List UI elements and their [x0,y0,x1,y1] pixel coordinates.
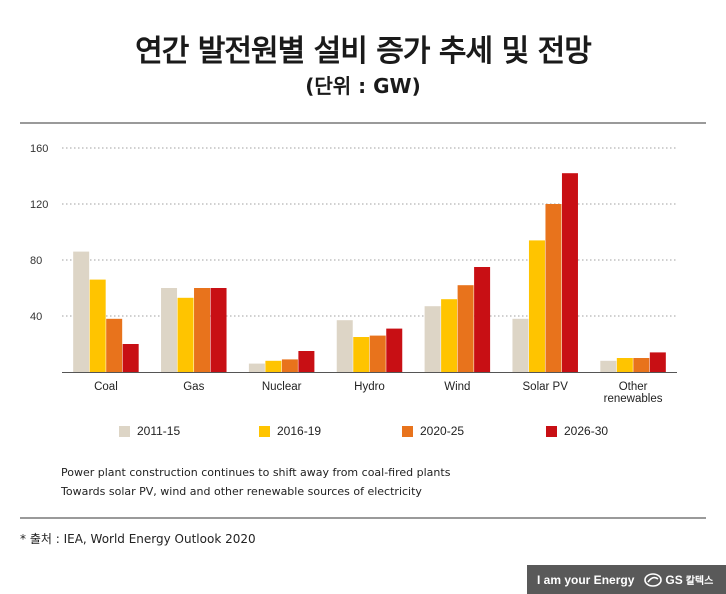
top-divider [20,122,706,124]
bar-wind-2016-19 [441,299,458,372]
bar-solar-pv-2026-30 [561,173,578,372]
x-tick-label-line: Coal [94,381,118,393]
legend-swatch-2026-30 [546,425,557,437]
bar-wind-2020-25 [457,285,474,372]
bar-coal-2020-25 [106,318,123,372]
legend-label-2016-19: 2016-19 [277,424,322,438]
bar-hydro-2026-30 [386,328,403,372]
y-tick-label-160: 160 [30,143,48,155]
bar-hydro-2011-15 [336,320,353,372]
gs-flame-icon [644,572,663,587]
x-tick-label-line: Hydro [354,381,385,393]
bar-nuclear-2026-30 [298,351,315,372]
x-tick-label-line: renewables [604,393,663,405]
legend-swatch-2020-25 [402,425,413,437]
x-tick-label-line: Nuclear [262,381,302,393]
bar-hydro-2020-25 [369,335,386,372]
bar-gas-2016-19 [177,297,194,372]
brand-logo-text: GS [665,572,683,587]
x-tick-label-coal: Coal [94,381,118,393]
brand-slogan: I am your Energy [537,572,635,587]
bar-other-renewables-2016-19 [616,358,633,372]
bar-coal-2011-15 [73,251,90,372]
bottom-divider [20,517,706,519]
source-citation: * 출처 : IEA, World Energy Outlook 2020 [20,532,256,546]
chart-title: 연간 발전원별 설비 증가 추세 및 전망 [135,34,592,69]
y-tick-label-40: 40 [30,311,42,323]
brand-logo-suffix: 칼텍스 [685,576,714,587]
legend-item-2026-30: 2026-30 [546,424,608,438]
x-tick-label-hydro: Hydro [354,381,385,393]
bar-other-renewables-2020-25 [633,358,650,372]
brand-logo: GS 칼텍스 [644,572,713,587]
brand-footer: I am your Energy GS 칼텍스 [527,565,726,594]
bar-hydro-2016-19 [353,337,370,372]
y-tick-label-80: 80 [30,255,42,267]
legend-swatch-2016-19 [259,425,270,437]
x-tick-label-gas: Gas [183,381,204,393]
bar-wind-2011-15 [424,306,441,372]
x-tick-label-line: Other [619,381,648,393]
x-tick-label-line: Gas [183,381,204,393]
legend-label-2020-25: 2020-25 [420,424,465,438]
bar-other-renewables-2011-15 [600,360,617,372]
chart-note-line-1: Power plant construction continues to sh… [61,466,451,479]
bar-gas-2026-30 [210,288,227,372]
chart-note-line-2: Towards solar PV, wind and other renewab… [61,485,422,498]
legend-item-2011-15: 2011-15 [119,424,180,438]
x-tick-label-wind: Wind [444,381,470,393]
bar-coal-2016-19 [89,279,106,372]
legend-label-2011-15: 2011-15 [137,424,181,438]
x-tick-label-line: Solar PV [523,381,569,393]
bar-nuclear-2016-19 [265,360,282,372]
bar-nuclear-2020-25 [281,359,298,372]
x-tick-label-solar-pv: Solar PV [523,381,569,393]
x-tick-label-other-renewables: Other renewables [604,381,663,405]
bar-gas-2011-15 [161,288,178,372]
bar-gas-2020-25 [194,288,211,372]
bar-solar-pv-2016-19 [528,240,545,372]
bar-nuclear-2011-15 [248,363,265,372]
legend-label-2026-30: 2026-30 [564,424,609,438]
bar-coal-2026-30 [122,344,139,372]
legend-swatch-2011-15 [119,425,130,437]
bar-solar-pv-2011-15 [512,318,529,372]
legend-item-2016-19: 2016-19 [259,424,321,438]
legend-item-2020-25: 2020-25 [402,424,464,438]
x-tick-label-nuclear: Nuclear [262,381,302,393]
bar-other-renewables-2026-30 [649,352,666,372]
bar-solar-pv-2020-25 [545,204,562,372]
x-tick-label-line: Wind [444,381,470,393]
bar-wind-2026-30 [474,267,491,372]
chart-unit-subtitle: (단위 : GW) [305,74,421,98]
bar-chart: 40 80 120 160 Coal Gas Nuclear Hydro Wind Solar P… [30,143,677,405]
y-tick-label-120: 120 [30,199,48,211]
chart-legend: 2011-15 2016-19 2020-25 2026-30 [0,424,726,440]
